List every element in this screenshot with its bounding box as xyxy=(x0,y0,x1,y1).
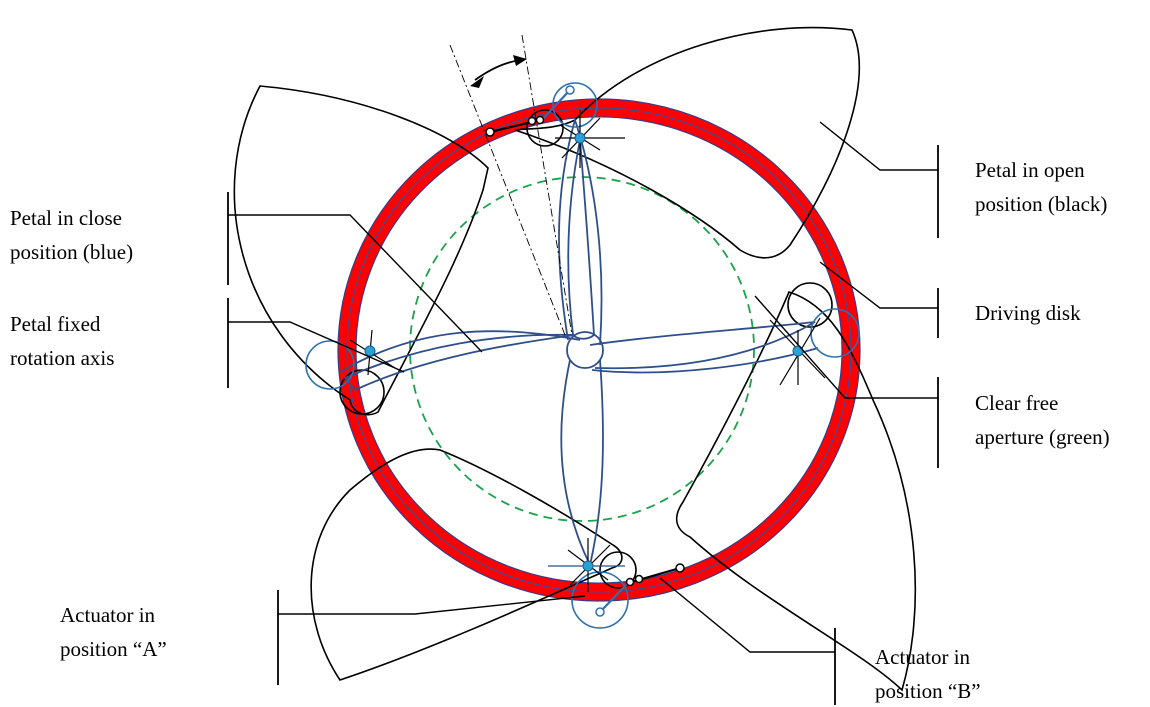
top-actuator-slot-pin-3 xyxy=(535,115,545,125)
top-actuator-pin xyxy=(565,85,575,95)
label-petal-open-line1: Petal in open xyxy=(975,158,1085,182)
label-petal-axis-line2: rotation axis xyxy=(10,346,114,370)
top-actuator xyxy=(485,82,625,168)
leader-petal-close xyxy=(228,214,483,353)
clear-aperture-circle xyxy=(409,176,755,522)
open-petal-right xyxy=(675,291,917,692)
open-petal-right-hinge xyxy=(787,282,833,328)
leader-petal-axis xyxy=(228,321,405,373)
label-clear-aperture-line1: Clear free xyxy=(975,391,1058,415)
label-clear-aperture-line2: aperture (green) xyxy=(975,425,1110,449)
label-petal-close-line2: position (blue) xyxy=(10,240,133,264)
bottom-actuator-link xyxy=(599,582,629,613)
right-pivot-point xyxy=(792,345,804,357)
label-petal-open-line2: position (black) xyxy=(975,192,1107,216)
bottom-actuator-pin xyxy=(595,607,605,617)
label-actuator-b-line2: position “B” xyxy=(875,679,981,703)
angle-reference-line-1 xyxy=(449,44,566,336)
angle-reference-line-2 xyxy=(521,34,573,336)
leader-actuator-b xyxy=(659,577,835,653)
leader-driving-disk xyxy=(819,261,938,309)
closed-petal-bottom xyxy=(560,359,604,568)
label-petal-axis-line1: Petal fixed xyxy=(10,312,101,336)
open-petal-bottom-left xyxy=(310,448,623,681)
bottom-actuator-slot-pin-2 xyxy=(634,574,644,584)
rotation-angle-indicator xyxy=(449,34,573,336)
top-actuator-slot-pin-1 xyxy=(485,127,495,137)
angle-arc-arrow xyxy=(474,59,523,81)
angle-arrowhead-right xyxy=(513,55,527,66)
bottom-actuator-slot-pin-3 xyxy=(675,563,685,573)
driving-disk xyxy=(337,98,861,602)
driving-disk-ring xyxy=(337,98,861,602)
bottom-actuator-slot-pin-1 xyxy=(625,577,635,587)
closed-petal-left xyxy=(343,333,576,392)
left-pivot-point xyxy=(364,345,376,357)
label-actuator-a-line2: position “A” xyxy=(60,637,167,661)
closed-petal-right xyxy=(589,321,816,370)
top-actuator-slot-pin-2 xyxy=(527,116,537,126)
closed-petal-top xyxy=(567,139,595,340)
top-pivot-point xyxy=(574,132,586,144)
open-petal-bottom-hinge xyxy=(599,551,637,589)
leader-petal-open xyxy=(819,121,938,171)
side-pivots xyxy=(349,317,826,386)
closed-petal-center-circle xyxy=(566,331,604,369)
label-actuator-b-line1: Actuator in xyxy=(875,645,971,669)
leaders xyxy=(227,121,939,705)
labels: Petal in open position (black) Driving d… xyxy=(10,158,1110,703)
leader-actuator-a xyxy=(278,595,586,615)
leader-clear-aperture xyxy=(754,295,938,399)
open-petal-left xyxy=(233,85,489,416)
top-actuator-link xyxy=(539,89,571,123)
bottom-actuator xyxy=(548,538,685,629)
label-petal-close-line1: Petal in close xyxy=(10,206,122,230)
label-actuator-a-line1: Actuator in xyxy=(60,603,156,627)
open-petal-top-hinge xyxy=(526,109,564,147)
label-driving-disk: Driving disk xyxy=(975,301,1081,325)
bottom-pivot-point xyxy=(582,560,594,572)
closed-petal-left-hinge xyxy=(305,340,355,390)
angle-arrowhead-left xyxy=(470,76,484,88)
bottom-actuator-circle xyxy=(571,571,629,629)
top-actuator-circle xyxy=(552,82,598,128)
closed-petal-top-outer xyxy=(558,116,603,346)
